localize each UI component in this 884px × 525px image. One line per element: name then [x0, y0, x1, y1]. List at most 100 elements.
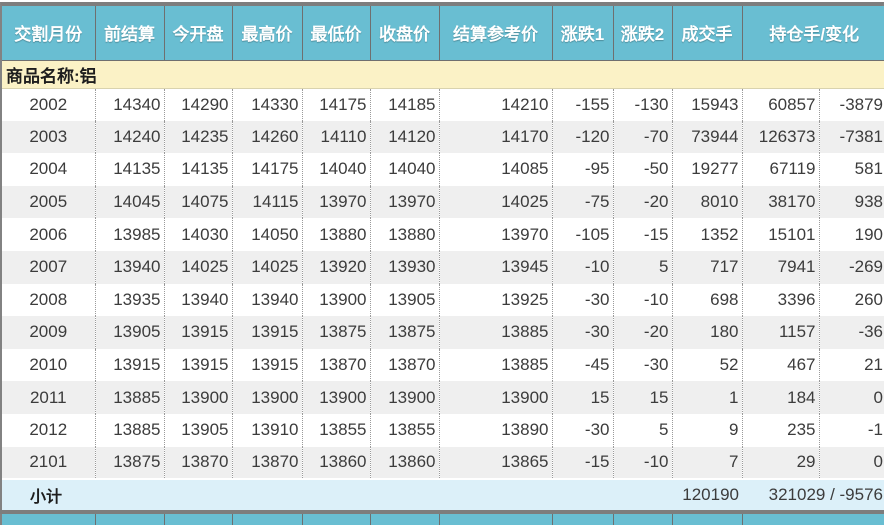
cell-volume: 717 — [671, 250, 742, 284]
cell-close: 13880 — [369, 218, 439, 251]
cell-prev-settlement: 14240 — [94, 120, 164, 154]
cell-settlement-ref: 13865 — [438, 446, 552, 480]
cell-change2: -30 — [612, 348, 672, 382]
col-header-close: 收盘价 — [369, 6, 439, 61]
cell-high: 14175 — [231, 153, 302, 186]
subtotal-open-interest-change: 321029 / -9576 — [742, 478, 884, 511]
cell-low: 14175 — [301, 88, 370, 121]
col-header-low: 最低价 — [301, 6, 370, 61]
next-header-cell — [369, 514, 439, 525]
cell-open-interest: 38170 — [741, 185, 819, 219]
cell-change1: -45 — [551, 348, 613, 382]
cell-settlement-ref: 14025 — [438, 185, 552, 219]
cell-prev-settlement: 13985 — [94, 218, 164, 251]
quote-table: 交割月份 前结算 今开盘 最高价 最低价 收盘价 结算参考价 涨跌1 涨跌2 成… — [2, 6, 884, 511]
cell-volume: 8010 — [671, 185, 742, 219]
next-header-cell — [301, 514, 370, 525]
cell-change1: -75 — [551, 185, 613, 219]
cell-open: 14290 — [163, 88, 232, 121]
cell-change2: -15 — [612, 218, 672, 251]
quote-row: 2012 13885 13905 13910 13855 13855 13890… — [2, 413, 884, 447]
cell-oi-change: -269 — [818, 250, 884, 284]
cell-low: 13875 — [301, 316, 370, 349]
cell-change1: -15 — [551, 446, 613, 480]
col-header-volume: 成交手 — [671, 6, 742, 61]
quote-row: 2006 13985 14030 14050 13880 13880 13970… — [2, 218, 884, 251]
cell-low: 13870 — [301, 348, 370, 382]
cell-change1: -95 — [551, 153, 613, 186]
cell-low: 13900 — [301, 381, 370, 414]
next-header-cell — [551, 514, 613, 525]
cell-settlement-ref: 13900 — [438, 381, 552, 414]
cell-settlement-ref: 14085 — [438, 153, 552, 186]
section-divider-band — [0, 510, 884, 515]
cell-open: 13915 — [163, 348, 232, 382]
cell-open-interest: 235 — [741, 413, 819, 447]
subtotal-label: 小计 — [2, 478, 672, 511]
cell-open: 14075 — [163, 185, 232, 219]
cell-high: 14115 — [231, 185, 302, 219]
cell-oi-change: 0 — [818, 446, 884, 480]
next-header-cell — [94, 514, 164, 525]
cell-change2: 5 — [612, 413, 672, 447]
cell-oi-change: -3879 — [818, 88, 884, 121]
col-header-prev-settlement: 前结算 — [94, 6, 164, 61]
cell-change1: -30 — [551, 283, 613, 317]
cell-delivery-month: 2003 — [2, 120, 95, 154]
cell-open-interest: 67119 — [741, 153, 819, 186]
subtotal-volume: 120190 — [672, 478, 742, 511]
cell-change2: 5 — [612, 250, 672, 284]
quote-row: 2101 13875 13870 13870 13860 13860 13865… — [2, 446, 884, 480]
cell-settlement-ref: 13890 — [438, 413, 552, 447]
cell-settlement-ref: 13885 — [438, 316, 552, 349]
cell-settlement-ref: 13970 — [438, 218, 552, 251]
cell-settlement-ref: 14170 — [438, 120, 552, 154]
cell-oi-change: 260 — [818, 283, 884, 317]
cell-delivery-month: 2008 — [2, 283, 95, 317]
cell-delivery-month: 2101 — [2, 446, 95, 480]
cell-volume: 7 — [671, 446, 742, 480]
cell-delivery-month: 2006 — [2, 218, 95, 251]
cell-volume: 9 — [671, 413, 742, 447]
cell-volume: 15943 — [671, 88, 742, 121]
header-row: 交割月份 前结算 今开盘 最高价 最低价 收盘价 结算参考价 涨跌1 涨跌2 成… — [2, 6, 884, 61]
cell-high: 13940 — [231, 283, 302, 317]
cell-high: 14025 — [231, 250, 302, 284]
col-header-open-interest-change: 持仓手/变化 — [741, 6, 884, 61]
cell-volume: 1 — [671, 381, 742, 414]
col-header-change1: 涨跌1 — [551, 6, 613, 61]
cell-change2: -70 — [612, 120, 672, 154]
cell-open-interest: 7941 — [741, 250, 819, 284]
product-name-row: 商品名称:铝 — [2, 60, 884, 89]
cell-volume: 180 — [671, 316, 742, 349]
cell-open-interest: 29 — [741, 446, 819, 480]
cell-oi-change: 190 — [818, 218, 884, 251]
cell-change2: -20 — [612, 316, 672, 349]
cell-volume: 73944 — [671, 120, 742, 154]
quote-row: 2002 14340 14290 14330 14175 14185 14210… — [2, 88, 884, 121]
cell-change2: -20 — [612, 185, 672, 219]
cell-close: 13875 — [369, 316, 439, 349]
next-header-cell — [2, 514, 95, 525]
col-header-open: 今开盘 — [163, 6, 232, 61]
cell-close: 13860 — [369, 446, 439, 480]
cell-prev-settlement: 13875 — [94, 446, 164, 480]
quote-row: 2009 13905 13915 13915 13875 13875 13885… — [2, 316, 884, 349]
cell-change1: -105 — [551, 218, 613, 251]
cell-oi-change: -36 — [818, 316, 884, 349]
cell-low: 13900 — [301, 283, 370, 317]
cell-open: 14135 — [163, 153, 232, 186]
cell-low: 14110 — [301, 120, 370, 154]
cell-change1: -10 — [551, 250, 613, 284]
cell-oi-change: 581 — [818, 153, 884, 186]
next-section-header-table — [2, 514, 884, 525]
cell-close: 13905 — [369, 283, 439, 317]
quote-row: 2004 14135 14135 14175 14040 14040 14085… — [2, 153, 884, 186]
table-header: 交割月份 前结算 今开盘 最高价 最低价 收盘价 结算参考价 涨跌1 涨跌2 成… — [2, 6, 884, 61]
cell-high: 13900 — [231, 381, 302, 414]
cell-open: 13915 — [163, 316, 232, 349]
cell-high: 14260 — [231, 120, 302, 154]
cell-close: 13870 — [369, 348, 439, 382]
cell-delivery-month: 2009 — [2, 316, 95, 349]
